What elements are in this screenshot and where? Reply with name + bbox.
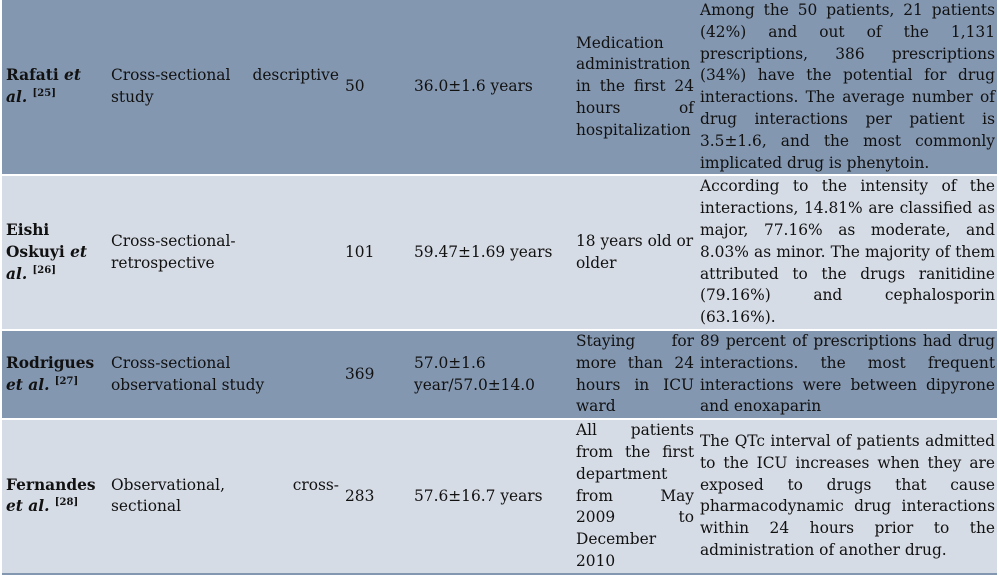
author-name: Rodrigues <box>6 353 95 372</box>
sample-size-cell: 369 <box>341 328 410 420</box>
reference-number: [25] <box>32 88 56 100</box>
author-etal: et al. <box>6 497 50 516</box>
table-row: Rodrigues et al. [27] Cross-sectional ob… <box>2 328 997 420</box>
sample-size-cell: 50 <box>341 0 410 176</box>
age-cell: 36.0±1.6 years <box>410 0 572 176</box>
result-cell: According to the intensity of the intera… <box>698 174 997 330</box>
design-cell: Cross-sectional-retrospective <box>107 174 341 330</box>
table-row: Eishi Oskuyi et al. [26] Cross-sectional… <box>2 174 997 330</box>
age-cell: 57.6±16.7 years <box>410 418 572 575</box>
table-row: Rafati et al. [25] Cross-sectional descr… <box>2 0 997 176</box>
table-row: Fernandes et al. [28] Observational, cro… <box>2 418 997 575</box>
design-cell: Cross-sectional descriptive study <box>107 0 341 176</box>
design-cell: Observational, cross-sectional <box>107 418 341 575</box>
author-cell: Rafati et al. [25] <box>2 0 107 176</box>
author-etal: et al. <box>6 66 81 107</box>
reference-number: [28] <box>54 497 79 509</box>
sample-size-cell: 101 <box>341 174 410 330</box>
population-cell: Staying for more than 24 hours in ICU wa… <box>572 328 698 420</box>
result-cell: 89 percent of prescriptions had drug int… <box>698 328 997 420</box>
author-cell: Rodrigues et al. [27] <box>2 328 107 420</box>
reference-number: [26] <box>32 264 56 276</box>
author-cell: Fernandes et al. [28] <box>2 418 107 575</box>
age-cell: 57.0±1.6 year/57.0±14.0 <box>410 328 572 420</box>
age-cell: 59.47±1.69 years <box>410 174 572 330</box>
reference-number: [27] <box>54 375 79 387</box>
author-name: Rafati <box>6 66 59 85</box>
design-cell: Cross-sectional observational study <box>107 328 341 420</box>
population-cell: Medication administration in the first 2… <box>572 0 698 176</box>
author-etal: et al. <box>6 375 50 394</box>
author-name: Eishi Oskuyi <box>6 220 65 261</box>
sample-size-cell: 283 <box>341 418 410 575</box>
result-cell: Among the 50 patients, 21 patients (42%)… <box>698 0 997 176</box>
author-name: Fernandes <box>6 475 96 494</box>
population-cell: 18 years old or older <box>572 174 698 330</box>
population-cell: All patients from the first department f… <box>572 418 698 575</box>
author-cell: Eishi Oskuyi et al. [26] <box>2 174 107 330</box>
author-etal: et al. <box>6 242 87 283</box>
result-cell: The QTc interval of patients admitted to… <box>698 418 997 575</box>
